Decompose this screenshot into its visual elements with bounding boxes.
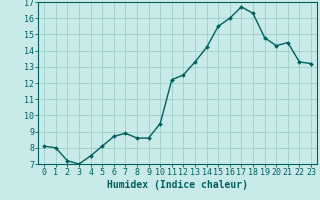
X-axis label: Humidex (Indice chaleur): Humidex (Indice chaleur) [107,180,248,190]
